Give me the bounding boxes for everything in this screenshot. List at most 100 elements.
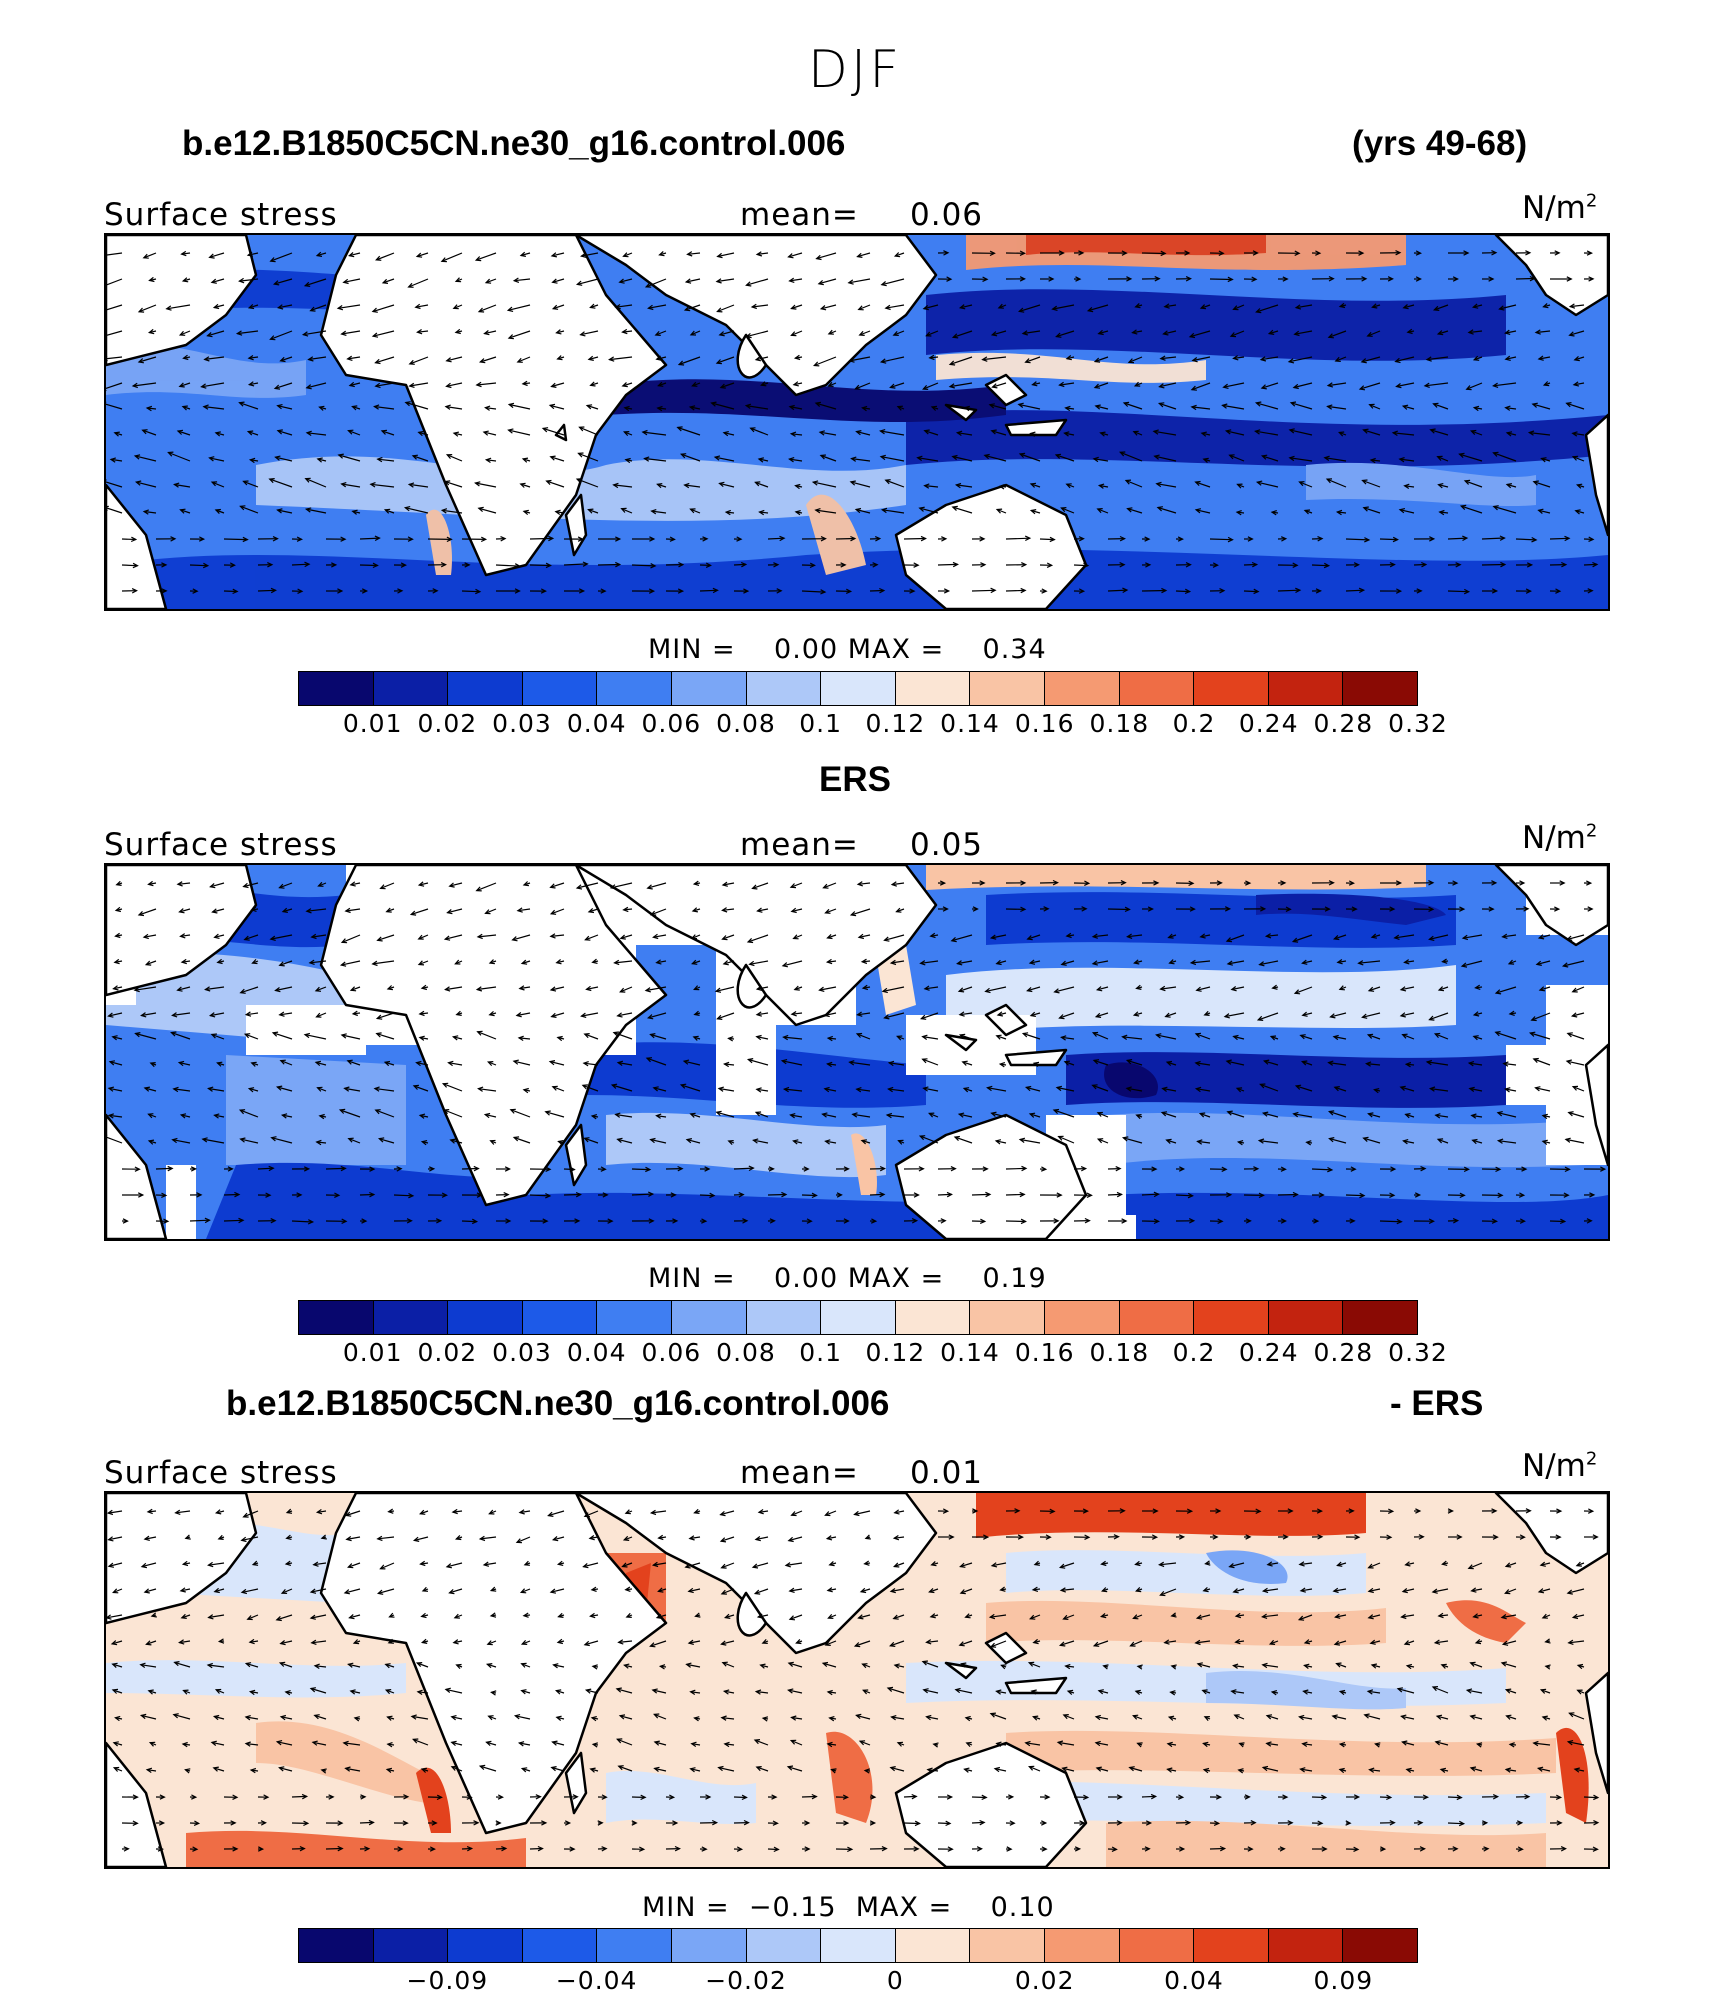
wind-vector-head <box>1587 588 1594 594</box>
wind-vector <box>788 1689 803 1694</box>
wind-vector-head <box>196 1192 203 1198</box>
wind-vectors <box>106 1508 1600 1853</box>
wind-vector-head <box>550 252 558 258</box>
wind-vector <box>1027 934 1041 940</box>
wind-vector-head <box>1566 1032 1573 1038</box>
wind-vector-head <box>1078 536 1085 542</box>
wind-vector-head <box>1530 1016 1537 1022</box>
wind-vector-head <box>582 561 589 567</box>
wind-vector-head <box>772 1820 779 1826</box>
wind-vector <box>413 1738 429 1746</box>
wind-vector-head <box>1422 1794 1430 1800</box>
wind-vector <box>746 278 769 286</box>
wind-vector <box>756 1036 769 1040</box>
wind-vector-head <box>956 960 963 966</box>
wind-vector <box>1567 934 1585 940</box>
wind-vector <box>461 1847 472 1850</box>
wind-vector-head <box>489 1586 497 1592</box>
wind-vector-head <box>250 1061 257 1067</box>
wind-vector <box>240 986 259 994</box>
wind-vector-head <box>143 1535 150 1541</box>
wind-vector <box>791 433 803 436</box>
wind-vector-head <box>575 884 583 890</box>
wind-vector-head <box>1265 1741 1272 1747</box>
wind-vector <box>372 330 395 337</box>
wind-vector-head <box>889 1588 896 1594</box>
wind-vector-head <box>1469 1661 1476 1667</box>
wind-vector <box>359 537 380 540</box>
wind-vector-head <box>1459 906 1466 912</box>
wind-vector-head <box>108 1060 116 1066</box>
wind-vector-head <box>1491 1218 1499 1224</box>
wind-vector <box>508 429 531 436</box>
wind-vector-head <box>137 358 144 364</box>
wind-vector <box>372 304 395 313</box>
wind-vector-head <box>1362 428 1369 434</box>
wind-vector <box>243 480 259 488</box>
wind-vector-head <box>722 960 729 966</box>
wind-vector <box>733 1167 754 1170</box>
wind-vector-head <box>1560 1846 1567 1852</box>
wind-vector-head <box>821 1112 828 1118</box>
wind-vector-head <box>1504 405 1511 411</box>
wind-vector-head <box>296 536 304 542</box>
wind-vector <box>1364 1714 1381 1720</box>
wind-vector <box>1362 1012 1381 1018</box>
wind-vector <box>1328 330 1347 338</box>
wind-vector <box>926 1640 939 1643</box>
wind-vector-head <box>981 1794 988 1801</box>
wind-vector-head <box>720 1715 727 1721</box>
wind-vector <box>476 382 497 386</box>
wind-vector <box>1191 406 1211 410</box>
wind-vector-head <box>658 251 665 257</box>
wind-vector-head <box>1537 355 1544 361</box>
wind-vector-head <box>745 332 752 339</box>
wind-vector-head <box>454 277 462 283</box>
wind-vector <box>1200 304 1211 309</box>
wind-vector <box>214 1114 225 1118</box>
wind-vector <box>517 356 531 363</box>
wind-vector <box>825 908 837 914</box>
wind-vector <box>955 1689 973 1694</box>
wind-vector <box>203 406 225 410</box>
wind-vector <box>341 1034 361 1040</box>
wind-vector <box>1566 402 1585 410</box>
wind-vector-head <box>719 383 726 389</box>
wind-vector <box>385 1663 395 1668</box>
wind-vector-head <box>420 1638 428 1644</box>
wind-vector-head <box>1335 1662 1342 1668</box>
wind-vector-head <box>1436 330 1444 336</box>
wind-vector <box>888 1088 905 1092</box>
wind-vector-head <box>1219 1845 1227 1852</box>
wind-vector-head <box>818 986 825 992</box>
wind-vector <box>881 356 905 363</box>
wind-vector <box>820 454 837 462</box>
wind-vector <box>563 1193 581 1196</box>
wind-vector-head <box>577 536 584 542</box>
wind-vector-head <box>990 1111 997 1117</box>
wind-vector <box>720 1510 735 1516</box>
wind-vector-head <box>145 405 153 412</box>
wind-vector-head <box>590 1716 597 1722</box>
wind-vector-head <box>1194 480 1201 487</box>
wind-vector <box>343 1742 361 1746</box>
wind-vector <box>855 1640 871 1647</box>
wind-vector-head <box>997 303 1004 309</box>
wind-vector-head <box>1250 1820 1257 1826</box>
wind-vector-head <box>208 253 215 259</box>
colorbar-segment <box>1268 1929 1344 1962</box>
wind-vector-head <box>1531 402 1538 408</box>
wind-vector-head <box>1504 329 1511 335</box>
wind-vector-head <box>652 933 659 940</box>
wind-vector-head <box>1094 404 1101 410</box>
wind-vector <box>280 1640 293 1645</box>
wind-vector-head <box>646 884 653 890</box>
wind-vector <box>1569 1712 1585 1720</box>
wind-vector-head <box>574 1218 581 1224</box>
wind-vector <box>858 882 871 885</box>
wind-vector-head <box>792 381 799 387</box>
wind-vector-head <box>515 1538 523 1544</box>
wind-vector-head <box>386 1715 393 1721</box>
wind-vector <box>207 330 225 337</box>
wind-vector <box>279 960 293 966</box>
